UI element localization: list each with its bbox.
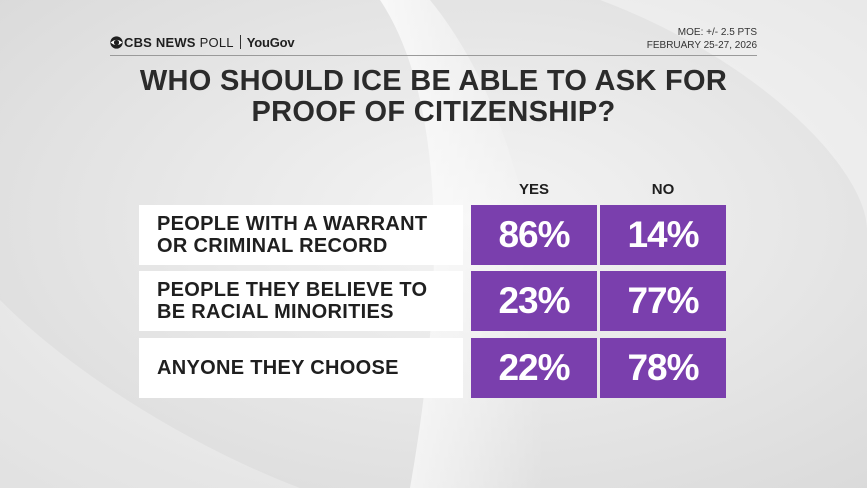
brand-poll: POLL xyxy=(199,34,234,50)
value-cell-no: 77% xyxy=(600,271,726,331)
brand-partner: YouGov xyxy=(246,34,295,50)
cbs-eye-icon xyxy=(110,35,123,49)
row-label: ANYONE THEY CHOOSE xyxy=(139,338,463,398)
brand-separator xyxy=(239,35,241,49)
column-header-yes: YES xyxy=(518,181,549,198)
value-cell-yes: 22% xyxy=(471,338,597,398)
value-cell-no: 78% xyxy=(600,338,726,398)
brand-network: CBS NEWS xyxy=(124,34,196,50)
row-label: PEOPLE WITH A WARRANT OR CRIMINAL RECORD xyxy=(139,205,463,265)
brand-logo: CBS NEWS POLL YouGov xyxy=(110,33,295,51)
poll-meta: MOE: +/- 2.5 PTS FEBRUARY 25-27, 2026 xyxy=(647,26,757,52)
chart-title: WHO SHOULD ICE BE ABLE TO ASK FOR PROOF … xyxy=(139,65,728,128)
margin-of-error: MOE: +/- 2.5 PTS xyxy=(677,27,757,38)
value-cell-no: 14% xyxy=(600,205,726,265)
column-header-no: NO xyxy=(651,181,675,198)
header-divider xyxy=(110,55,757,56)
poll-dates: FEBRUARY 25-27, 2026 xyxy=(646,40,757,51)
value-cell-yes: 23% xyxy=(471,271,597,331)
row-label: PEOPLE THEY BELIEVE TO BE RACIAL MINORIT… xyxy=(139,271,463,331)
value-cell-yes: 86% xyxy=(471,205,597,265)
